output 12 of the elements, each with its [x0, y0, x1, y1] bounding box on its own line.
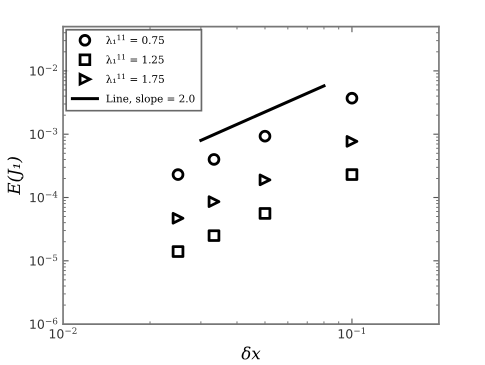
x-axis-title: δx — [242, 346, 260, 360]
y-tick-label: 10$^{−5}$ — [30, 254, 58, 266]
y-tick-label: 10$^{−3}$ — [30, 128, 58, 140]
legend-label: Line, slope = 2.0 — [106, 94, 195, 104]
y-tick-label: 10$^{−6}$ — [30, 318, 58, 329]
legend-label: λ₁$^{11}$ = 1.25 — [106, 54, 164, 64]
x-tick-label: 10$^{−1}$ — [338, 327, 366, 339]
y-tick-label: 10$^{−2}$ — [30, 64, 57, 76]
legend-label: λ₁$^{11}$ = 1.75 — [106, 74, 164, 83]
y-axis-title: E(J₁) — [7, 157, 24, 195]
y-tick-label: 10$^{−4}$ — [30, 191, 58, 202]
legend-label: λ₁$^{11}$ = 0.75 — [106, 34, 164, 44]
